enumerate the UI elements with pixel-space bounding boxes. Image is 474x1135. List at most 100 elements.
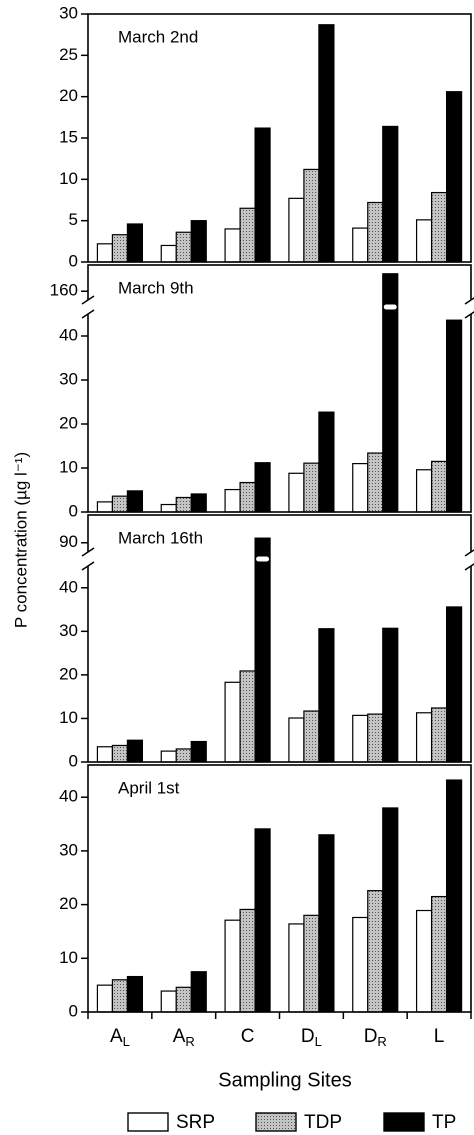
panel-frame bbox=[87, 514, 472, 763]
bar bbox=[224, 488, 241, 513]
x-tick-label: DR bbox=[364, 1026, 387, 1049]
y-tick-label: 10 bbox=[59, 708, 78, 727]
x-axis-label: Sampling Sites bbox=[218, 1069, 351, 1091]
panel-title: March 2nd bbox=[118, 27, 198, 46]
panel-title: March 16th bbox=[118, 528, 203, 547]
bar bbox=[352, 714, 369, 763]
bar bbox=[303, 914, 320, 1013]
y-tick-label: 30 bbox=[59, 3, 78, 22]
bar bbox=[318, 24, 335, 263]
category: C bbox=[241, 1026, 255, 1047]
bar bbox=[190, 971, 207, 1013]
legend-label: TDP bbox=[304, 1112, 342, 1133]
x-tick-label: C bbox=[241, 1026, 255, 1047]
bar bbox=[352, 227, 369, 263]
y-tick-label: 20 bbox=[59, 413, 78, 432]
bar bbox=[288, 197, 305, 263]
axis-break-slash bbox=[464, 549, 474, 557]
y-tick-label: 20 bbox=[59, 86, 78, 105]
y-tick-label: 10 bbox=[59, 948, 78, 967]
category: A bbox=[110, 1026, 123, 1047]
panel-frame bbox=[87, 764, 472, 1013]
category-subscript: L bbox=[315, 1034, 322, 1049]
bar bbox=[254, 828, 271, 1013]
bar bbox=[445, 606, 463, 763]
bar bbox=[303, 168, 320, 263]
bar bbox=[239, 207, 256, 263]
category-subscript: R bbox=[185, 1034, 194, 1049]
x-tick-label: AL bbox=[110, 1026, 130, 1049]
y-tick-label: 40 bbox=[59, 325, 78, 344]
bar bbox=[96, 501, 114, 513]
legend-label: TP bbox=[432, 1112, 456, 1133]
bar bbox=[415, 909, 433, 1013]
bar bbox=[126, 223, 144, 263]
y-tick-label: 0 bbox=[69, 251, 78, 270]
category-subscript: R bbox=[377, 1034, 386, 1049]
bar bbox=[96, 746, 114, 763]
bar bbox=[239, 908, 256, 1013]
y-tick-label: 30 bbox=[59, 621, 78, 640]
legend-swatch bbox=[255, 1112, 297, 1132]
y-tick-label: 15 bbox=[59, 127, 78, 146]
bar bbox=[415, 469, 433, 513]
bar bbox=[288, 717, 305, 763]
y-tick-label: 160 bbox=[50, 281, 78, 300]
y-tick-label: 30 bbox=[59, 369, 78, 388]
bar bbox=[224, 228, 241, 263]
bar bbox=[111, 495, 129, 513]
bar bbox=[111, 979, 129, 1013]
bar bbox=[239, 670, 256, 763]
axis-break bbox=[468, 552, 474, 566]
axis-break bbox=[85, 300, 91, 314]
y-tick-label: 0 bbox=[69, 751, 78, 770]
bar bbox=[254, 462, 271, 513]
bar bbox=[288, 923, 305, 1013]
category: D bbox=[364, 1026, 378, 1047]
y-tick-label: 25 bbox=[59, 45, 78, 64]
bar bbox=[415, 712, 433, 763]
bar bbox=[126, 490, 144, 513]
bar bbox=[254, 537, 271, 763]
axis-break-slash bbox=[464, 297, 474, 305]
bar bbox=[318, 834, 335, 1013]
bar bbox=[367, 452, 384, 513]
bar bbox=[160, 503, 177, 513]
y-tick-label: 30 bbox=[59, 840, 78, 859]
bar bbox=[445, 91, 463, 263]
y-tick-label: 20 bbox=[59, 894, 78, 913]
bar bbox=[445, 319, 463, 513]
bar bbox=[96, 243, 114, 263]
panel-title: March 9th bbox=[118, 278, 194, 297]
y-tick-label: 10 bbox=[59, 169, 78, 188]
y-tick-label: 0 bbox=[69, 501, 78, 520]
bar bbox=[111, 234, 129, 263]
bar bbox=[352, 916, 369, 1013]
x-tick-label: AR bbox=[173, 1026, 195, 1049]
bar bbox=[415, 219, 433, 263]
bar bbox=[303, 462, 320, 513]
bar bbox=[160, 244, 177, 263]
bar bbox=[160, 750, 177, 763]
bar bbox=[303, 710, 320, 763]
bar-break-gap bbox=[256, 556, 270, 562]
bar bbox=[190, 220, 207, 263]
bar bbox=[224, 681, 241, 763]
bar bbox=[175, 986, 192, 1013]
bar bbox=[254, 127, 271, 263]
y-tick-label: 90 bbox=[59, 532, 78, 551]
bar bbox=[175, 496, 192, 513]
bar bbox=[382, 807, 399, 1013]
x-tick-label: L bbox=[434, 1026, 445, 1047]
axis-break-slash bbox=[464, 563, 474, 571]
category: A bbox=[173, 1026, 186, 1047]
axis-break-slash bbox=[464, 311, 474, 319]
axis-break-slash bbox=[81, 309, 95, 319]
y-tick-label: 5 bbox=[69, 210, 78, 229]
bar bbox=[288, 472, 305, 513]
y-axis-label: P concentration (µg l⁻¹) bbox=[11, 452, 30, 628]
bar bbox=[318, 628, 335, 763]
bar bbox=[175, 231, 192, 263]
bar bbox=[367, 201, 384, 263]
